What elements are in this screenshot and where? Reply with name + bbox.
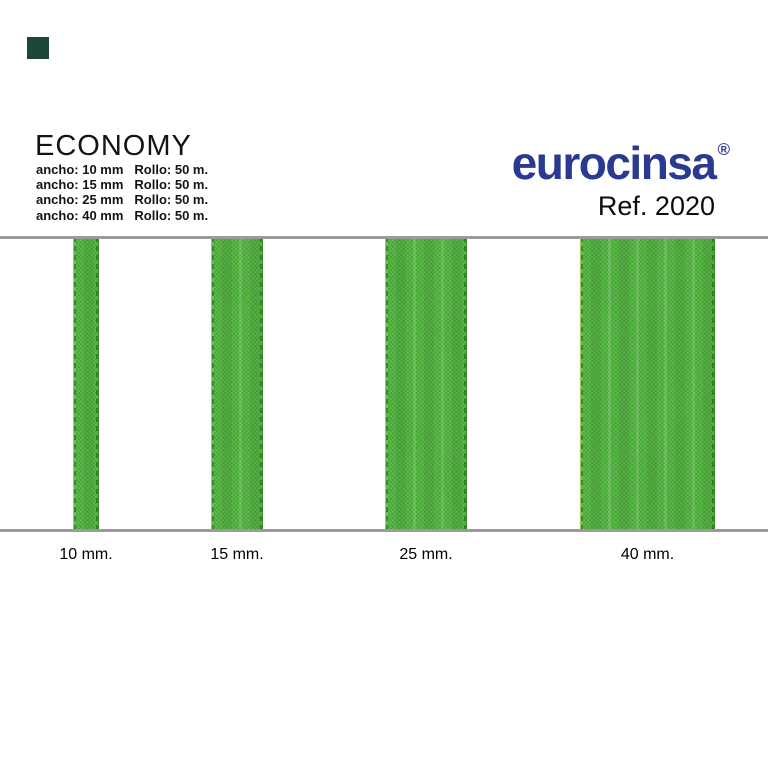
- ribbon-25mm: [385, 237, 467, 530]
- spec-list: ancho: 10 mm Rollo: 50 m. ancho: 15 mm R…: [36, 162, 208, 223]
- ribbon-label: 15 mm.: [210, 546, 263, 564]
- spec-ancho: ancho: 15 mm: [36, 177, 123, 192]
- spec-rollo: Rollo: 50 m.: [134, 177, 208, 192]
- brand-block: eurocinsa® Ref. 2020: [512, 126, 730, 222]
- page-title: ECONOMY: [35, 130, 192, 163]
- color-swatch: [27, 37, 49, 59]
- bottom-rule: [0, 529, 768, 532]
- ribbon-label: 40 mm.: [621, 546, 674, 564]
- spec-ancho: ancho: 40 mm: [36, 208, 123, 223]
- spec-ancho: ancho: 10 mm: [36, 162, 123, 177]
- reference-number: Ref. 2020: [512, 191, 715, 222]
- brand-logo: eurocinsa®: [512, 126, 730, 187]
- spec-row: ancho: 40 mm Rollo: 50 m.: [36, 208, 208, 223]
- spec-rollo: Rollo: 50 m.: [134, 208, 208, 223]
- spec-row: ancho: 10 mm Rollo: 50 m.: [36, 162, 208, 177]
- ribbon-10mm: [73, 237, 99, 530]
- spec-ancho: ancho: 25 mm: [36, 192, 123, 207]
- ribbon-label: 10 mm.: [59, 546, 112, 564]
- ribbon-15mm: [211, 237, 263, 530]
- spec-rollo: Rollo: 50 m.: [134, 162, 208, 177]
- ribbon-label: 25 mm.: [399, 546, 452, 564]
- registered-trademark-icon: ®: [717, 140, 730, 159]
- spec-row: ancho: 15 mm Rollo: 50 m.: [36, 177, 208, 192]
- brand-logo-text: eurocinsa: [512, 137, 716, 189]
- top-rule: [0, 236, 768, 239]
- spec-row: ancho: 25 mm Rollo: 50 m.: [36, 192, 208, 207]
- spec-rollo: Rollo: 50 m.: [134, 192, 208, 207]
- ribbon-40mm: [580, 237, 715, 530]
